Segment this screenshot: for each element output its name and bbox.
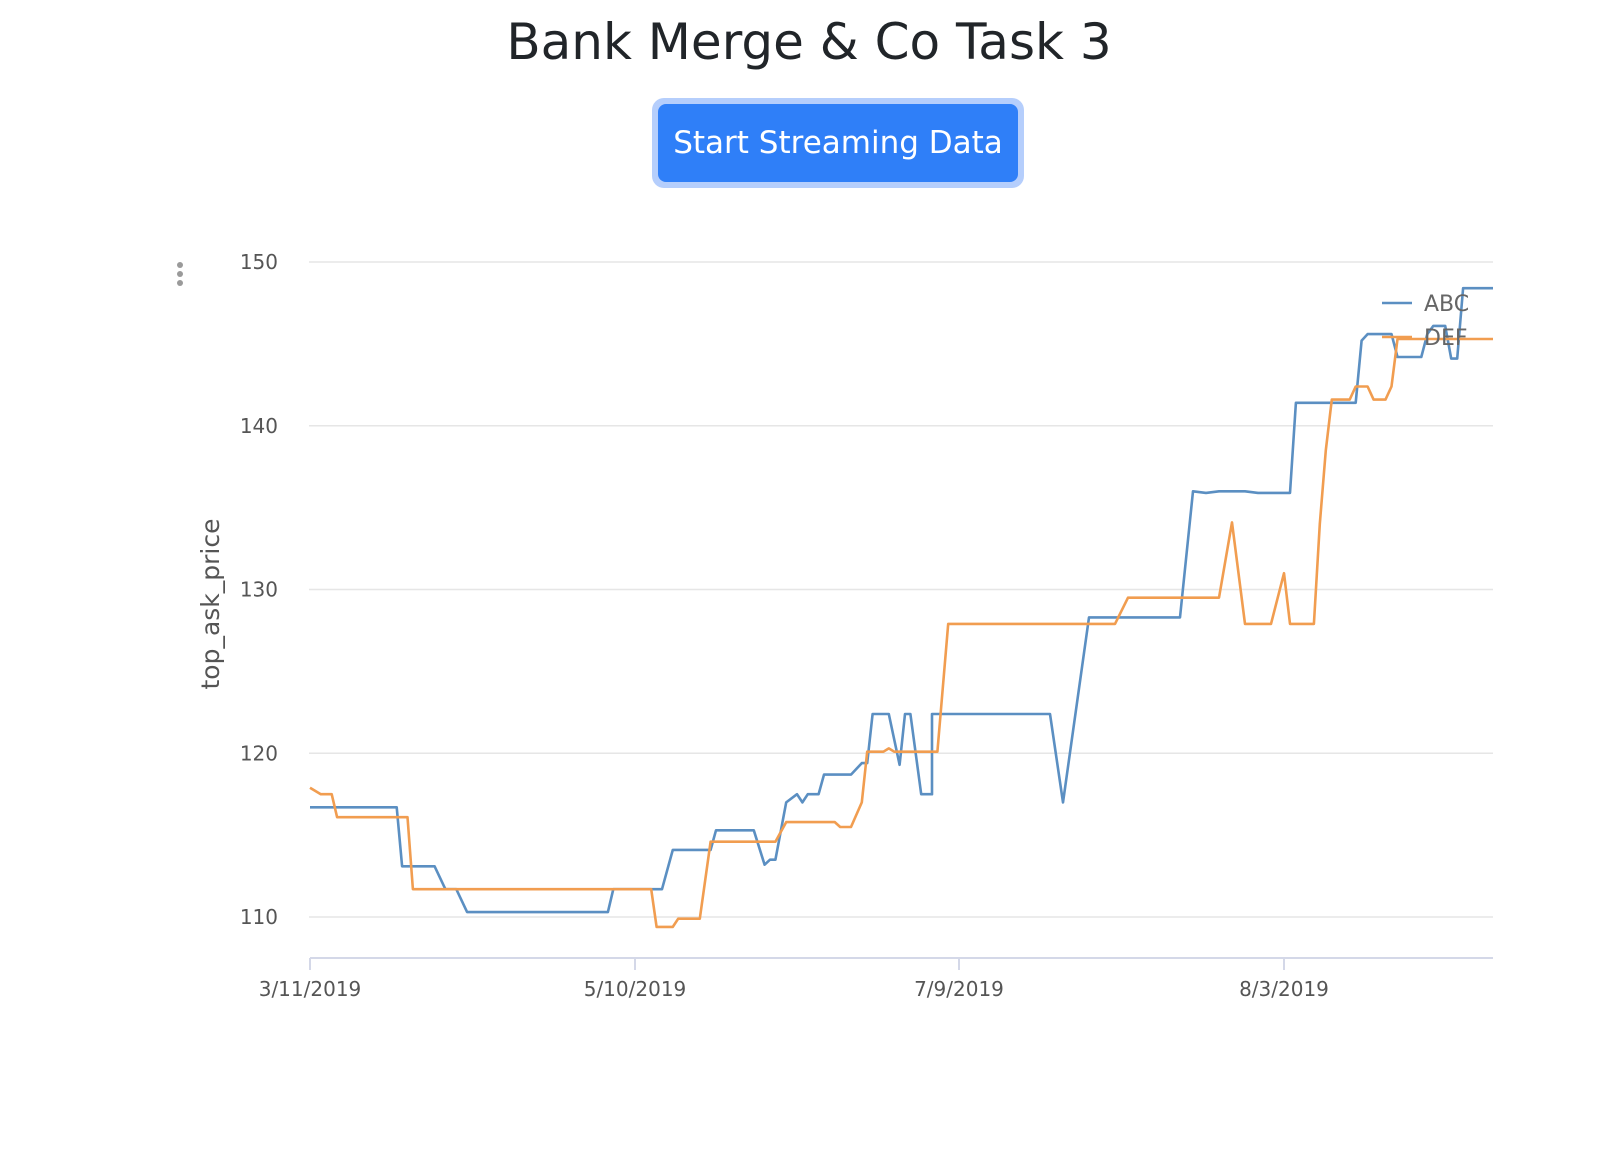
page-title: Bank Merge & Co Task 3 [506, 13, 1112, 71]
x-tick-label: 3/11/2019 [259, 977, 362, 1001]
legend-label-def: DEF [1424, 326, 1468, 351]
y-tick-label: 150 [240, 250, 278, 274]
menu-dot [177, 280, 183, 286]
x-tick-label: 8/3/2019 [1239, 977, 1329, 1001]
x-tick-label: 7/9/2019 [914, 977, 1004, 1001]
start-streaming-button[interactable]: Start Streaming Data [658, 104, 1018, 182]
y-axis-ticks: 110 120 130 140 150 [240, 250, 278, 929]
series-lines [309, 286, 1493, 929]
y-tick-label: 110 [240, 905, 278, 929]
y-tick-label: 120 [240, 741, 278, 765]
y-axis-title: top_ask_price [196, 518, 225, 689]
series-line-abc [310, 286, 1493, 914]
stream-button-focus-ring: Start Streaming Data [652, 98, 1024, 188]
chart-legend[interactable]: ABC DEF [1382, 292, 1469, 351]
x-axis: 3/11/2019 5/10/2019 7/9/2019 8/3/2019 [259, 957, 1493, 1001]
y-tick-label: 130 [240, 578, 278, 602]
menu-dot [177, 271, 183, 277]
vertical-ellipsis-icon[interactable] [175, 262, 185, 292]
series-line-def [309, 337, 1493, 929]
menu-dot [177, 262, 183, 268]
y-tick-label: 140 [240, 414, 278, 438]
x-tick-label: 5/10/2019 [584, 977, 687, 1001]
legend-label-abc: ABC [1424, 292, 1469, 317]
